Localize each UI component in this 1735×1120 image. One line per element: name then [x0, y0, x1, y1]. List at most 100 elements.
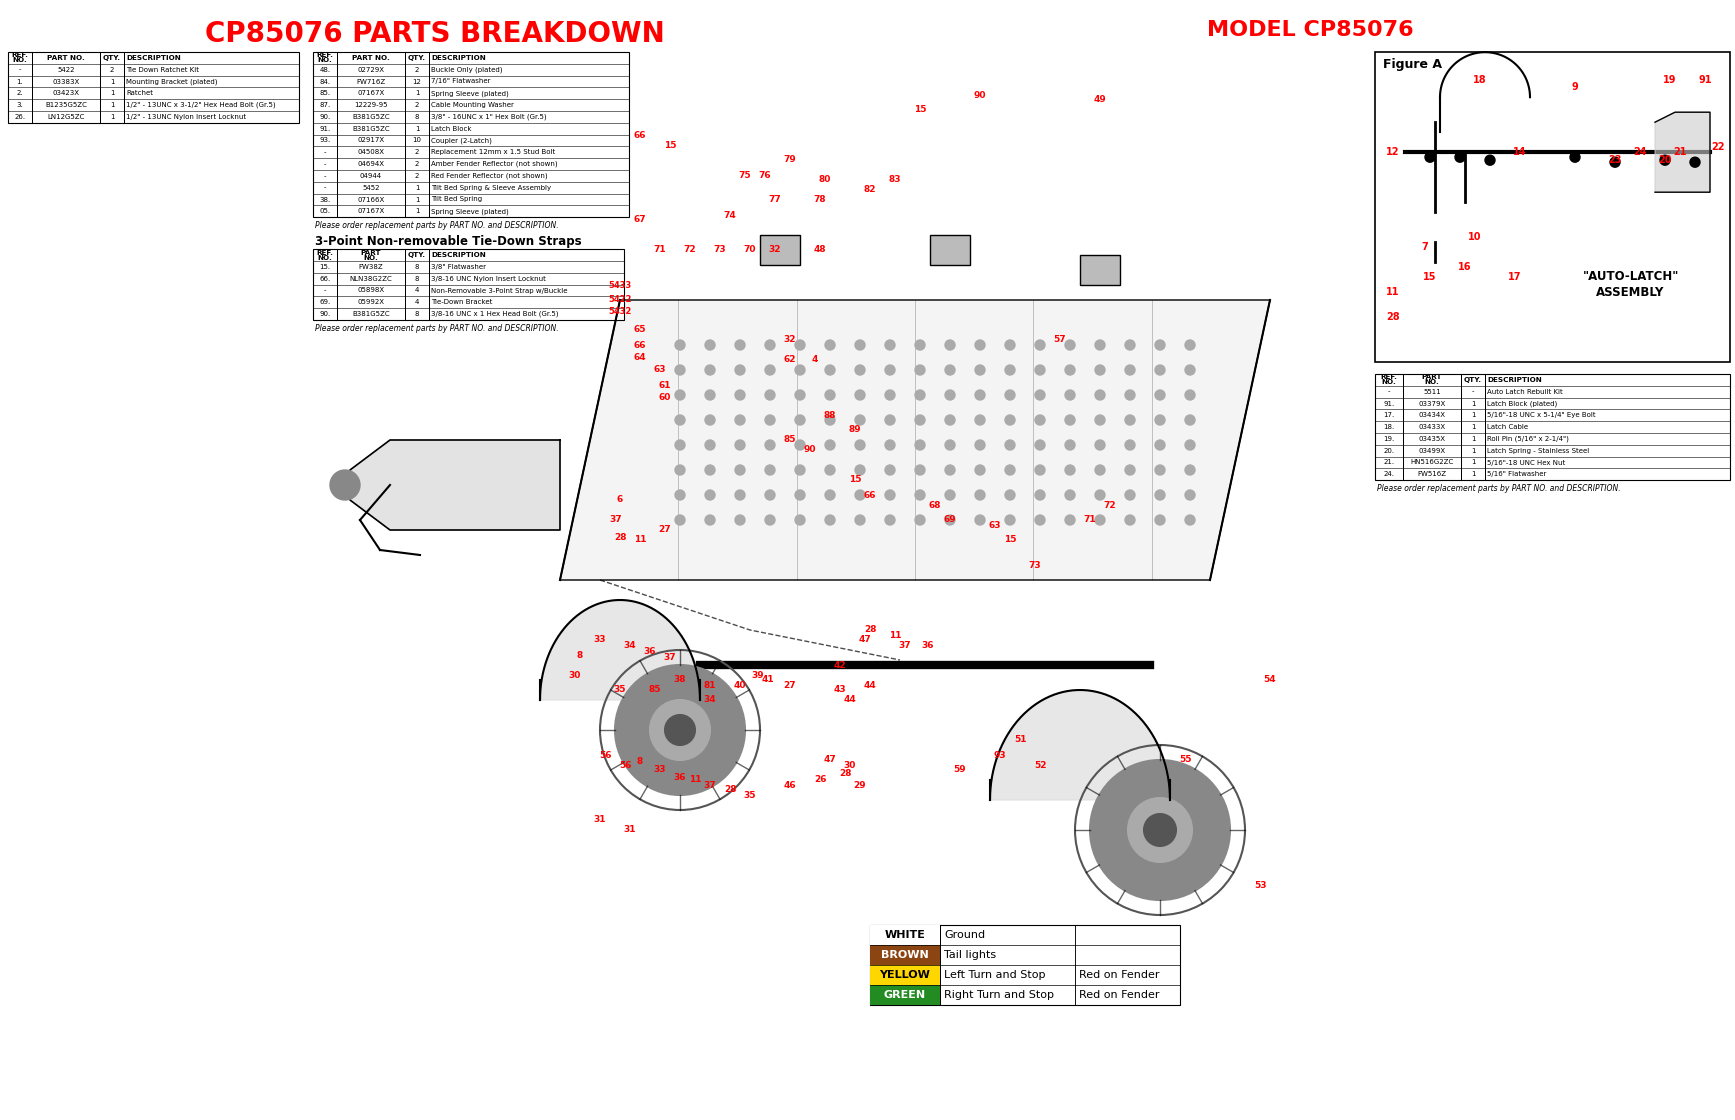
Text: NO.: NO. [364, 254, 378, 261]
Text: 1: 1 [109, 102, 115, 109]
Text: 27: 27 [659, 525, 671, 534]
Circle shape [1185, 340, 1195, 349]
Text: 20: 20 [1659, 155, 1673, 165]
Text: 40: 40 [734, 681, 746, 690]
Circle shape [855, 515, 866, 525]
Text: 35: 35 [744, 791, 756, 800]
Text: Latch Cable: Latch Cable [1487, 424, 1529, 430]
Text: 1: 1 [109, 91, 115, 96]
Text: 47: 47 [824, 756, 836, 765]
Circle shape [704, 365, 715, 375]
Circle shape [1156, 465, 1164, 475]
Text: 15: 15 [1423, 272, 1437, 282]
Text: 30: 30 [843, 760, 855, 769]
Text: 3/8" Flatwasher: 3/8" Flatwasher [430, 264, 486, 270]
Circle shape [975, 416, 985, 424]
Text: BROWN: BROWN [881, 950, 928, 960]
Text: 78: 78 [814, 196, 826, 205]
Circle shape [855, 440, 866, 450]
Circle shape [946, 340, 954, 349]
Circle shape [914, 515, 925, 525]
Text: 87.: 87. [319, 102, 331, 109]
Circle shape [1156, 365, 1164, 375]
Bar [869, 984, 940, 1005]
Circle shape [1485, 156, 1496, 166]
Text: 5432: 5432 [609, 308, 632, 317]
Circle shape [855, 416, 866, 424]
Text: 28: 28 [838, 768, 852, 777]
Circle shape [765, 440, 776, 450]
Circle shape [885, 440, 895, 450]
Text: Buckle Only (plated): Buckle Only (plated) [430, 66, 503, 73]
Text: 93.: 93. [319, 138, 331, 143]
Circle shape [1095, 515, 1105, 525]
Text: 28: 28 [614, 533, 626, 542]
Circle shape [675, 465, 685, 475]
Text: 8: 8 [415, 264, 420, 270]
Text: 89: 89 [848, 426, 861, 435]
Text: 53: 53 [1254, 880, 1267, 889]
Text: 1: 1 [415, 196, 420, 203]
Circle shape [1065, 390, 1076, 400]
Text: 7/16" Flatwasher: 7/16" Flatwasher [430, 78, 491, 84]
Bar [869, 925, 940, 945]
Text: HN516G2ZC: HN516G2ZC [1411, 459, 1454, 466]
Text: 10: 10 [413, 138, 422, 143]
Circle shape [975, 465, 985, 475]
Text: PART: PART [361, 250, 382, 255]
Text: Latch Block: Latch Block [430, 125, 472, 132]
Text: 02917X: 02917X [357, 138, 385, 143]
Text: Latch Spring - Stainless Steel: Latch Spring - Stainless Steel [1487, 448, 1589, 454]
Text: 8: 8 [576, 651, 583, 660]
Circle shape [1095, 340, 1105, 349]
Circle shape [675, 390, 685, 400]
Text: 15.: 15. [319, 264, 331, 270]
Circle shape [795, 390, 805, 400]
Circle shape [1095, 365, 1105, 375]
Text: 21.: 21. [1383, 459, 1395, 466]
Circle shape [1185, 390, 1195, 400]
Circle shape [1065, 465, 1076, 475]
Text: 1: 1 [1471, 459, 1475, 466]
Circle shape [826, 465, 835, 475]
Circle shape [885, 390, 895, 400]
Text: 3-Point Non-removable Tie-Down Straps: 3-Point Non-removable Tie-Down Straps [316, 235, 581, 249]
Circle shape [1156, 390, 1164, 400]
Circle shape [795, 515, 805, 525]
Text: DESCRIPTION: DESCRIPTION [430, 55, 486, 60]
Circle shape [885, 465, 895, 475]
Circle shape [736, 465, 744, 475]
Text: 34: 34 [704, 696, 717, 704]
Circle shape [1065, 365, 1076, 375]
Text: 1: 1 [1471, 448, 1475, 454]
Circle shape [1090, 760, 1230, 900]
Circle shape [736, 515, 744, 525]
Circle shape [1095, 440, 1105, 450]
Circle shape [704, 416, 715, 424]
Text: 03433X: 03433X [1419, 424, 1445, 430]
Circle shape [1005, 416, 1015, 424]
Circle shape [675, 416, 685, 424]
Text: 1/2" - 13UNC x 3-1/2" Hex Head Bolt (Gr.5): 1/2" - 13UNC x 3-1/2" Hex Head Bolt (Gr.… [127, 102, 276, 109]
Text: 63: 63 [654, 365, 666, 374]
Circle shape [675, 365, 685, 375]
Polygon shape [1655, 112, 1711, 193]
Circle shape [975, 515, 985, 525]
Text: 73: 73 [1029, 560, 1041, 569]
Text: 18: 18 [1473, 75, 1487, 85]
Circle shape [736, 416, 744, 424]
Circle shape [914, 416, 925, 424]
Text: PART NO.: PART NO. [352, 55, 390, 60]
Text: 77: 77 [769, 196, 781, 205]
Text: PART NO.: PART NO. [47, 55, 85, 60]
Text: 69.: 69. [319, 299, 331, 306]
Circle shape [855, 390, 866, 400]
Circle shape [675, 491, 685, 500]
Circle shape [1185, 515, 1195, 525]
Text: 5/16" Flatwasher: 5/16" Flatwasher [1487, 472, 1546, 477]
Text: 90.: 90. [319, 114, 331, 120]
Text: 9: 9 [1572, 82, 1579, 92]
Text: 60: 60 [659, 393, 671, 402]
Text: 44: 44 [864, 681, 876, 690]
Text: 48.: 48. [319, 67, 331, 73]
